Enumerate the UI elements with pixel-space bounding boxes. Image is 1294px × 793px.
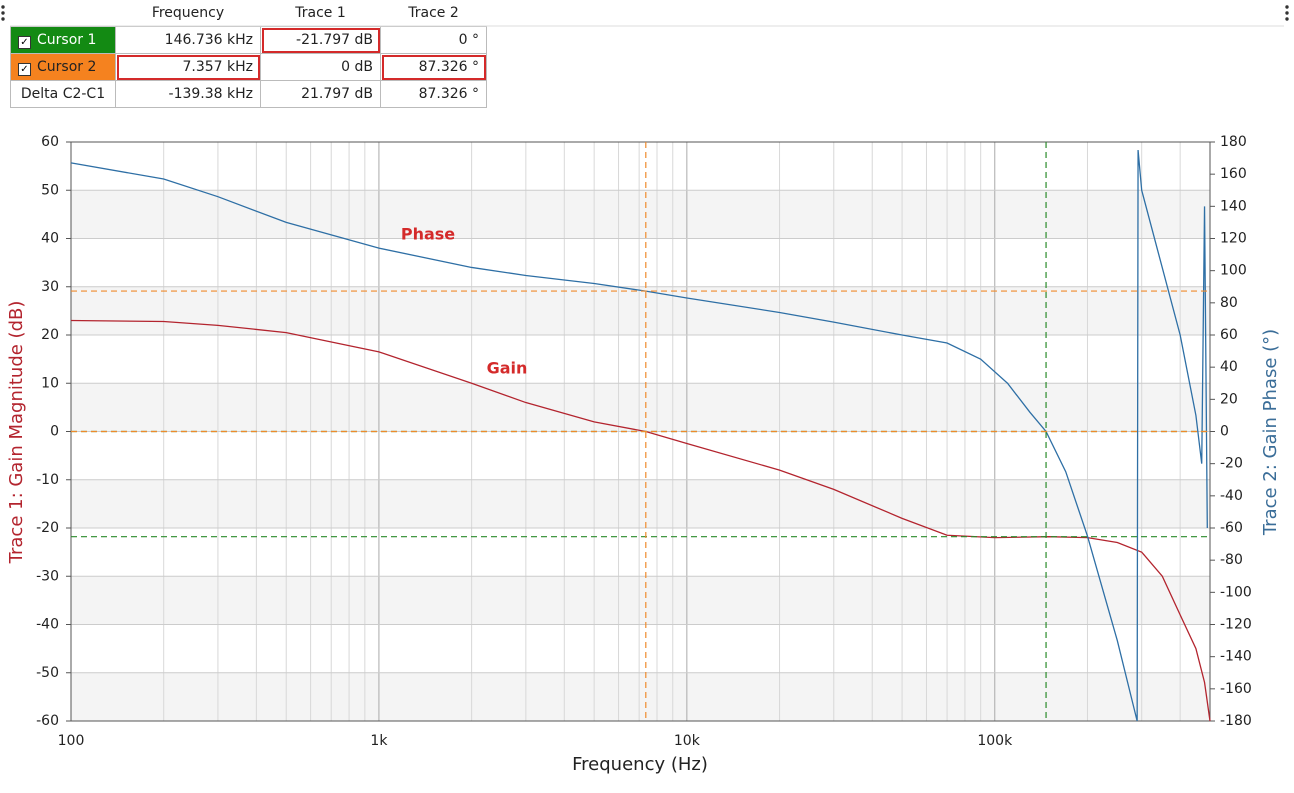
cell: 0 ° (380, 26, 487, 54)
cell: 21.797 dB (260, 80, 381, 108)
grid-band (71, 479, 1210, 528)
cell: 0 dB (260, 53, 381, 81)
y-tick-label: 50 (41, 182, 59, 198)
y2-tick-label: -160 (1220, 681, 1252, 697)
row: ✓ Cursor 2 7.357 kHz 0 dB 87.326 ° (10, 53, 487, 81)
y-tick-label: 30 (41, 279, 59, 295)
plot-frame (70, 141, 1211, 722)
plot: 100 1k 10k 100k-60-50-40-30-20-100102030405… (36, 134, 1252, 749)
y-tick-label: 10 (41, 375, 59, 391)
y2-tick-label: -100 (1220, 584, 1252, 600)
y-tick-label: -40 (36, 617, 59, 633)
grid-band (71, 190, 1210, 239)
grid-band (71, 576, 1210, 625)
cursor-table: Frequency Trace 1 Trace 2 ✓ Cursor 1 146.… (10, 0, 487, 108)
y-tick-label: -60 (36, 713, 59, 729)
y-tick-label: -20 (36, 520, 59, 536)
row-label[interactable]: ✓ Cursor 1 (10, 26, 116, 54)
cell: 7.357 kHz (115, 53, 261, 81)
y-axis-label: Trace 1: Gain Magnitude (dB) (6, 301, 27, 565)
col-header: Frequency (151, 5, 225, 21)
y-tick-label: -30 (36, 568, 59, 584)
x-axis-label: Frequency (Hz) (572, 754, 708, 775)
annotation: Phase (401, 225, 455, 244)
cell: -21.797 dB (260, 26, 381, 54)
checkbox[interactable]: ✓ (18, 62, 31, 76)
y2-tick-label: 180 (1220, 134, 1247, 150)
series-line (70, 149, 1208, 722)
cell: -139.38 kHz (115, 80, 261, 108)
y2-tick-label: 0 (1220, 424, 1229, 440)
row: ✓ Cursor 1 146.736 kHz -21.797 dB 0 ° (10, 26, 487, 54)
y2-tick-label: -60 (1220, 520, 1243, 536)
annotation: Gain (487, 359, 528, 378)
cell: 146.736 kHz (115, 26, 261, 54)
col-header: Trace 2 (408, 5, 459, 21)
x-tick-label: 100 (58, 733, 85, 749)
x-tick-label: 1k (370, 733, 388, 749)
col-header: Trace 1 (295, 5, 346, 21)
row-label[interactable]: ✓ Cursor 2 (10, 53, 116, 81)
label: Cursor 1 (37, 31, 97, 48)
y2-tick-label: -20 (1220, 456, 1243, 472)
plot-background (71, 142, 1210, 721)
x-tick-label: 100k (977, 733, 1013, 749)
corner (11, 0, 116, 27)
y-tick-label: -10 (36, 472, 59, 488)
y2-tick-label: -140 (1220, 649, 1252, 665)
y2-tick-label: -80 (1220, 552, 1243, 568)
grid-band (71, 286, 1210, 335)
x-tick-label: 10k (674, 733, 701, 749)
grid-band (71, 672, 1210, 721)
cell: 87.326 ° (380, 53, 487, 81)
checkbox[interactable]: ✓ (18, 35, 31, 49)
y2-tick-label: 140 (1220, 198, 1247, 214)
y-tick-label: -50 (36, 665, 59, 681)
y2-tick-label: -180 (1220, 713, 1252, 729)
grid-band (71, 383, 1210, 432)
row: Delta C2-C1 -139.38 kHz 21.797 dB 87.326… (10, 80, 487, 108)
header-row: Frequency Trace 1 Trace 2 (11, 0, 487, 27)
y2-tick-label: 40 (1220, 359, 1238, 375)
y2-tick-label: 20 (1220, 391, 1238, 407)
y2-tick-label: -120 (1220, 617, 1252, 633)
cell: 87.326 ° (380, 80, 487, 108)
label: Cursor 2 (37, 58, 97, 75)
y2-tick-label: 120 (1220, 231, 1247, 247)
y2-tick-label: 100 (1220, 263, 1247, 279)
y2-tick-label: 160 (1220, 166, 1247, 182)
series-line (70, 319, 1211, 722)
row-label: Delta C2-C1 (10, 80, 116, 108)
y2-tick-label: 60 (1220, 327, 1238, 343)
y2-axis-label: Trace 2: Gain Phase (°) (1260, 329, 1281, 536)
y2-tick-label: -40 (1220, 488, 1243, 504)
y2-tick-label: 80 (1220, 295, 1238, 311)
y-tick-label: 20 (41, 327, 59, 343)
y-tick-label: 0 (50, 424, 59, 440)
y-tick-label: 60 (41, 134, 59, 150)
y-tick-label: 40 (41, 231, 59, 247)
